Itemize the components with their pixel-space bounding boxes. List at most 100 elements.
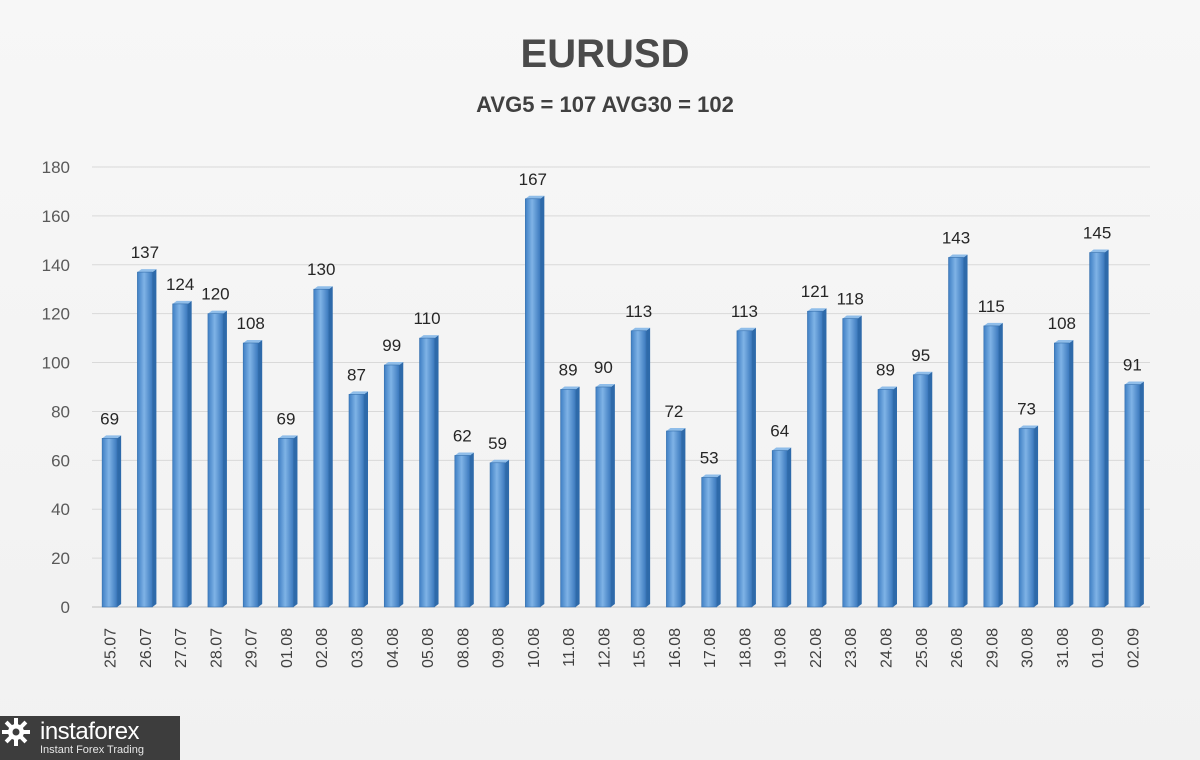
bar: [842, 318, 859, 608]
bar: [948, 257, 964, 608]
x-tick-label: 02.08: [314, 628, 331, 668]
y-axis-ticks: 0 20 40 60 80 100 120 140 160 180: [42, 158, 70, 617]
bar: [1089, 252, 1105, 608]
bar: [348, 394, 365, 608]
bar-side: [505, 459, 510, 607]
bar-top: [842, 315, 862, 319]
x-tick-label: 25.07: [103, 628, 120, 668]
x-tick-label: 03.08: [350, 628, 367, 668]
bar-top: [1124, 381, 1144, 385]
bar-top: [1054, 340, 1074, 343]
data-label: 113: [625, 302, 652, 321]
bar-top: [102, 435, 122, 439]
bar: [912, 374, 929, 608]
data-label: 87: [347, 365, 366, 384]
x-tick-label: 29.08: [984, 628, 1001, 668]
data-label: 145: [1083, 224, 1111, 243]
bar-side: [364, 391, 368, 607]
bar-side: [187, 300, 192, 607]
bar-top: [701, 474, 721, 478]
bar: [595, 386, 612, 608]
data-label: 53: [700, 448, 719, 467]
bar: [137, 271, 153, 608]
bar-top: [1019, 425, 1039, 429]
bar: [560, 389, 576, 608]
bar: [489, 462, 506, 608]
x-tick-label: 01.09: [1090, 628, 1107, 668]
x-tick-label: 09.08: [491, 628, 508, 668]
bar: [242, 342, 259, 608]
y-tick-label: 140: [42, 256, 70, 275]
bar-side: [928, 371, 933, 607]
y-tick-label: 60: [51, 451, 70, 470]
y-tick-label: 40: [51, 500, 70, 519]
bars: [101, 195, 1144, 608]
y-tick-label: 0: [61, 598, 70, 617]
x-tick-label: 01.08: [279, 628, 296, 668]
bar-top: [807, 308, 827, 312]
x-tick-label: 15.08: [632, 628, 649, 668]
data-label: 130: [307, 260, 335, 279]
bar: [101, 438, 118, 608]
data-label: 143: [942, 228, 970, 247]
x-tick-label: 18.08: [737, 628, 754, 668]
bar: [1018, 428, 1035, 608]
bar-top: [772, 447, 792, 451]
data-label: 91: [1123, 356, 1142, 375]
y-tick-label: 20: [51, 549, 70, 568]
data-label: 72: [664, 402, 683, 421]
bar-side: [152, 269, 157, 607]
data-label: 90: [594, 358, 613, 377]
bar: [454, 455, 471, 608]
bar-top: [1089, 249, 1109, 253]
bar: [1054, 342, 1070, 608]
bar: [525, 198, 541, 608]
bar-side: [434, 335, 439, 607]
x-tick-label: 28.07: [208, 628, 225, 668]
data-label: 99: [382, 336, 401, 355]
bar: [701, 477, 717, 608]
bar-side: [963, 254, 968, 607]
data-label: 113: [731, 302, 758, 321]
bar: [666, 430, 682, 608]
bar-top: [454, 452, 474, 456]
bar-side: [540, 195, 545, 607]
bar-side: [857, 315, 862, 607]
bar: [313, 288, 330, 608]
bar-top: [525, 195, 545, 199]
data-label: 120: [201, 285, 229, 304]
data-labels: 69 137 124 120 108 69 130 87 99 110 62 59 167 89 90 113…: [100, 170, 1142, 468]
bar: [383, 364, 400, 608]
x-tick-label: 17.08: [702, 628, 719, 668]
bar: [736, 330, 753, 608]
data-label: 73: [1017, 400, 1036, 419]
bar-top: [243, 340, 263, 343]
x-tick-label: 05.08: [420, 628, 437, 668]
bar: [807, 310, 823, 608]
chart-title: EURUSD: [521, 32, 690, 76]
bar-side: [787, 447, 792, 607]
chart-subtitle: AVG5 = 107 AVG30 = 102: [476, 92, 734, 117]
bar-side: [610, 384, 615, 607]
x-tick-label: 16.08: [667, 628, 684, 668]
bar-top: [384, 362, 404, 365]
x-tick-label: 30.08: [1020, 628, 1037, 668]
data-label: 89: [876, 360, 895, 379]
bar-side: [1034, 425, 1039, 607]
bar-top: [490, 459, 510, 463]
x-tick-label: 26.08: [949, 628, 966, 668]
x-tick-label: 12.08: [596, 628, 613, 668]
logo-tagline: Instant Forex Trading: [40, 744, 144, 756]
data-label: 108: [1048, 314, 1076, 333]
x-axis-ticks: 25.07 26.07 27.07 28.07 29.07 01.08 02.08 03.08…: [103, 628, 1143, 668]
bar-side: [258, 340, 263, 607]
bar-top: [666, 428, 686, 431]
data-label: 59: [488, 434, 507, 453]
x-tick-label: 02.09: [1125, 628, 1142, 668]
bar-side: [893, 386, 897, 607]
bar-top: [349, 391, 368, 395]
bar: [983, 325, 1000, 608]
bar-side: [222, 310, 227, 607]
bar: [771, 450, 788, 608]
